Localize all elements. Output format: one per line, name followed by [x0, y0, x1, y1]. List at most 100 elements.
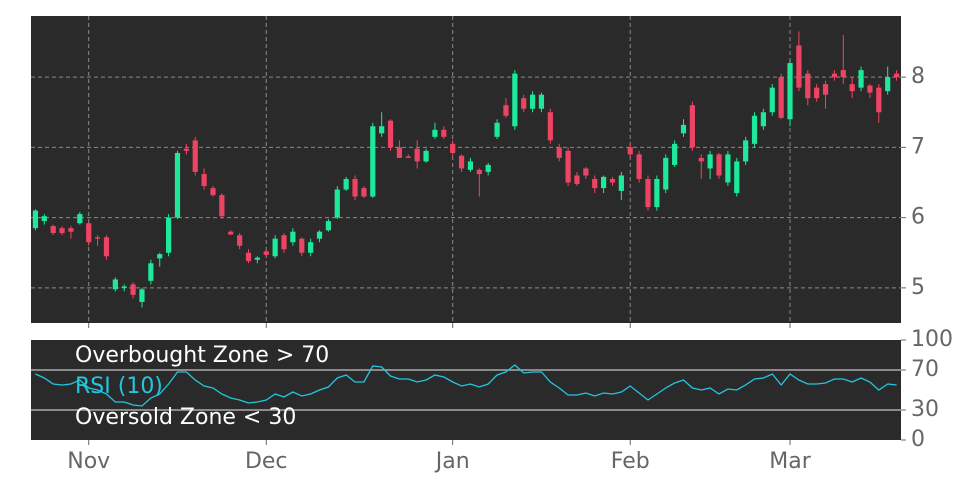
candle-body — [59, 228, 65, 234]
candle-body — [432, 129, 438, 137]
legend-overbought: Overbought Zone > 70 — [75, 343, 329, 368]
candle-body — [485, 164, 491, 172]
candle-body — [760, 112, 766, 127]
candle-body — [636, 154, 642, 179]
candle-body — [32, 210, 39, 229]
candle-body — [867, 85, 873, 93]
candle-body — [769, 87, 775, 113]
candle-body — [254, 257, 260, 260]
y-tick-label: 30 — [911, 397, 939, 422]
candle-body — [663, 157, 669, 190]
candle-body — [387, 120, 394, 148]
candle-body — [334, 189, 340, 218]
candle-body — [627, 147, 633, 155]
candle-body — [68, 228, 74, 232]
candle-body — [689, 105, 695, 148]
candle-body — [343, 178, 349, 190]
candle-body — [450, 143, 456, 153]
candle-body — [237, 235, 243, 246]
candle-body — [50, 226, 56, 234]
candle-body — [290, 231, 296, 243]
candle-body — [698, 157, 704, 162]
candle-body — [94, 237, 101, 239]
candle-body — [565, 150, 571, 183]
candle-body — [787, 63, 793, 120]
candle-body — [876, 87, 882, 113]
candle-body — [538, 94, 545, 109]
candle-body — [166, 217, 172, 253]
candle-body — [556, 147, 562, 158]
x-tick-label: Dec — [245, 449, 288, 474]
candle-body — [112, 279, 118, 290]
candle-body — [86, 223, 92, 243]
candle-body — [601, 176, 607, 189]
candle-body — [609, 178, 616, 183]
candle-body — [805, 73, 811, 99]
candle-body — [228, 231, 234, 235]
candle-body — [743, 140, 749, 162]
price-panel — [31, 16, 901, 323]
candle-body — [272, 238, 278, 257]
candle-body — [423, 150, 429, 162]
y-tick-label: 6 — [911, 205, 925, 230]
candle-body — [725, 154, 731, 183]
y-tick-label: 8 — [911, 64, 925, 89]
candle-body — [547, 112, 553, 141]
candle-body — [521, 98, 527, 109]
candle-body — [148, 263, 154, 281]
y-tick-label: 7 — [911, 134, 925, 159]
candle-body — [831, 73, 838, 78]
y-tick-label: 70 — [911, 357, 939, 382]
candle-body — [574, 175, 580, 184]
candle-body — [476, 169, 482, 175]
candle-body — [885, 77, 891, 92]
candle-body — [618, 175, 624, 191]
candle-body — [645, 178, 651, 208]
candle-body — [796, 45, 802, 88]
candle-body — [316, 231, 323, 239]
candle-body — [201, 174, 207, 187]
candle-body — [379, 126, 385, 134]
candle-body — [192, 140, 198, 172]
candle-body — [441, 129, 447, 137]
candle-body — [396, 147, 403, 158]
y-tick-label: 5 — [911, 275, 925, 300]
x-tick-label: Jan — [434, 449, 470, 474]
candle-body — [751, 115, 758, 144]
candle-body — [139, 289, 145, 302]
candle-body — [308, 242, 314, 253]
candle-body — [103, 237, 110, 257]
candle-body — [174, 152, 181, 218]
candle-body — [183, 148, 189, 151]
candle-body — [858, 70, 864, 88]
candle-body — [734, 161, 740, 194]
candle-body — [361, 188, 367, 197]
candle-body — [494, 122, 500, 137]
candle-body — [281, 235, 287, 250]
legend-rsi: RSI (10) — [75, 374, 163, 399]
candle-body — [157, 254, 163, 259]
candle-body — [583, 168, 589, 176]
candle-body — [263, 251, 269, 255]
candle-body — [299, 238, 305, 253]
candle-body — [778, 77, 784, 118]
candle-body — [849, 84, 855, 92]
candle-body — [716, 154, 722, 176]
candle-body — [130, 284, 136, 295]
candle-body — [352, 178, 358, 197]
y-tick-label: 0 — [911, 427, 925, 452]
candle-body — [840, 70, 846, 78]
x-tick-label: Mar — [769, 449, 811, 474]
y-tick-label: 100 — [911, 327, 953, 352]
candle-body — [458, 155, 465, 169]
candle-body — [121, 286, 127, 288]
candle-body — [654, 178, 660, 208]
candle-body — [325, 221, 331, 231]
candle-body — [893, 73, 900, 78]
candle-body — [467, 161, 474, 170]
candle-body — [822, 84, 829, 95]
candle-body — [77, 214, 83, 224]
x-tick-label: Nov — [67, 449, 110, 474]
candle-body — [210, 188, 216, 196]
